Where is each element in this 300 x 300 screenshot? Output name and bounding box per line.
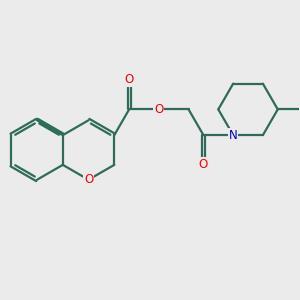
Text: N: N <box>229 129 238 142</box>
Text: O: O <box>199 158 208 171</box>
Text: O: O <box>154 103 164 116</box>
Text: O: O <box>124 73 134 86</box>
Text: N: N <box>229 129 238 142</box>
Text: O: O <box>84 173 93 186</box>
